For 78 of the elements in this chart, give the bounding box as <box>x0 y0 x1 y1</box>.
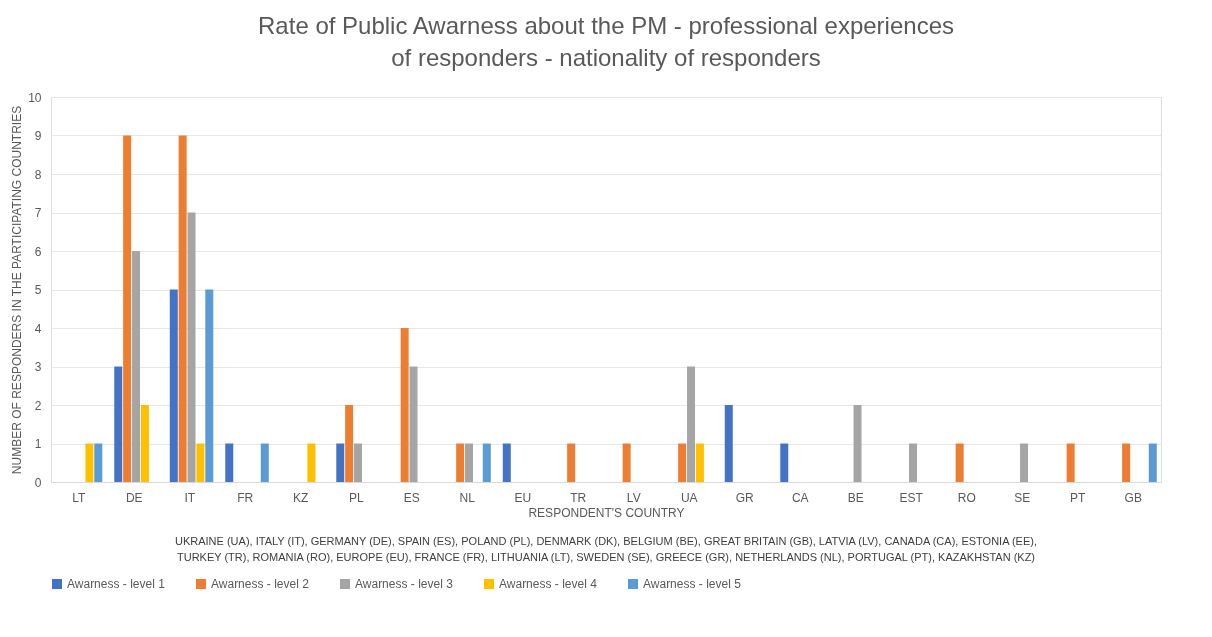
bar <box>1148 443 1157 482</box>
bar <box>622 443 631 482</box>
x-tick-label: GB <box>1124 490 1142 505</box>
bar <box>132 251 141 482</box>
bar <box>909 443 918 482</box>
y-axis-title: NUMBER OF RESPONDERS IN THE PARTICIPATING COUNTRIES <box>10 105 25 475</box>
bar <box>1066 443 1075 482</box>
bar <box>1122 443 1131 482</box>
bar <box>853 405 862 482</box>
bar <box>307 443 316 482</box>
x-tick-label: ES <box>403 490 420 505</box>
bar <box>695 443 704 482</box>
bar <box>456 443 465 482</box>
bar <box>336 443 345 482</box>
x-tick-label: DE <box>125 490 143 505</box>
x-tick-label: PL <box>348 490 364 505</box>
bar <box>169 289 178 482</box>
legend-label: Awarness - level 2 <box>211 577 310 591</box>
bar <box>196 443 205 482</box>
x-tick-label: TR <box>570 490 587 505</box>
bar <box>780 443 789 482</box>
x-tick-label: UA <box>680 490 698 505</box>
y-tick-label: 9 <box>34 129 42 143</box>
legend-label: Awarness - level 1 <box>67 577 166 591</box>
bar <box>1020 443 1029 482</box>
y-tick-label: 8 <box>34 167 42 182</box>
x-tick-label: FR <box>237 490 254 505</box>
y-tick-label: 2 <box>34 398 42 413</box>
bar <box>482 443 491 482</box>
bar <box>225 443 234 482</box>
bar <box>187 212 196 482</box>
bar <box>260 443 269 482</box>
bar <box>567 443 576 482</box>
x-tick-label: GR <box>735 490 755 505</box>
bar <box>345 405 354 482</box>
bar <box>409 366 418 482</box>
bar <box>687 366 696 482</box>
x-tick-label: PT <box>1070 490 1087 505</box>
y-tick-label: 1 <box>34 437 42 451</box>
bar <box>400 328 409 482</box>
bar <box>94 443 103 482</box>
legend-label: Awarness - level 5 <box>643 577 742 591</box>
bar <box>114 366 123 482</box>
legend-label: Awarness - level 3 <box>355 577 454 591</box>
bar <box>678 443 687 482</box>
x-tick-label: RO <box>957 490 976 505</box>
text: UKRAINE (UA), ITALY (IT), GERMANY (DE), SPAIN (ES), POLAND (PL), DENMARK (DK), BELGIUM (BE), GREAT BRITAIN (GB), LATVIA (LV), CANADA (CA), ESTONIA (EE), <box>175 535 1037 547</box>
text: TURKEY (TR), ROMANIA (RO), EUROPE (EU), FRANCE (FR), LITHUANIA (LT), SWEDEN (SE), GREECE (GR), NETHERLANDS (NL), PORTUGAL (PT), KAZAKHSTAN (KZ) <box>176 551 1036 563</box>
bar <box>502 443 511 482</box>
y-tick-label: 5 <box>34 283 42 297</box>
x-tick-label: IT <box>184 490 196 505</box>
x-tick-label: BE <box>847 490 864 505</box>
x-tick-label: LT <box>72 490 86 505</box>
x-tick-label: EST <box>899 490 924 505</box>
y-tick-label: 6 <box>34 244 42 259</box>
x-tick-label: NL <box>459 490 476 505</box>
x-tick-label: EU <box>514 490 532 505</box>
bar <box>955 443 964 482</box>
bar <box>85 443 94 482</box>
bar <box>724 405 733 482</box>
bar <box>205 289 214 482</box>
x-tick-label: LV <box>626 490 641 505</box>
chart-title: Rate of Public Awarness about the PM - professional experiences of responders - nationality of responders <box>258 12 954 71</box>
legend-label: Awarness - level 4 <box>499 577 598 591</box>
bar <box>178 135 187 482</box>
y-tick-label: 7 <box>34 206 42 220</box>
x-axis-title: RESPONDENT'S COUNTRY <box>528 505 685 520</box>
bar <box>123 135 132 482</box>
y-tick-label: 10 <box>28 90 42 105</box>
x-tick-label: SE <box>1014 490 1031 505</box>
bar <box>465 443 474 482</box>
bar <box>354 443 363 482</box>
bar <box>140 405 149 482</box>
x-tick-label: CA <box>791 490 809 505</box>
y-tick-label: 4 <box>34 321 42 336</box>
y-tick-label: 0 <box>34 475 42 490</box>
y-tick-label: 3 <box>34 360 42 374</box>
x-tick-label: KZ <box>293 490 309 505</box>
